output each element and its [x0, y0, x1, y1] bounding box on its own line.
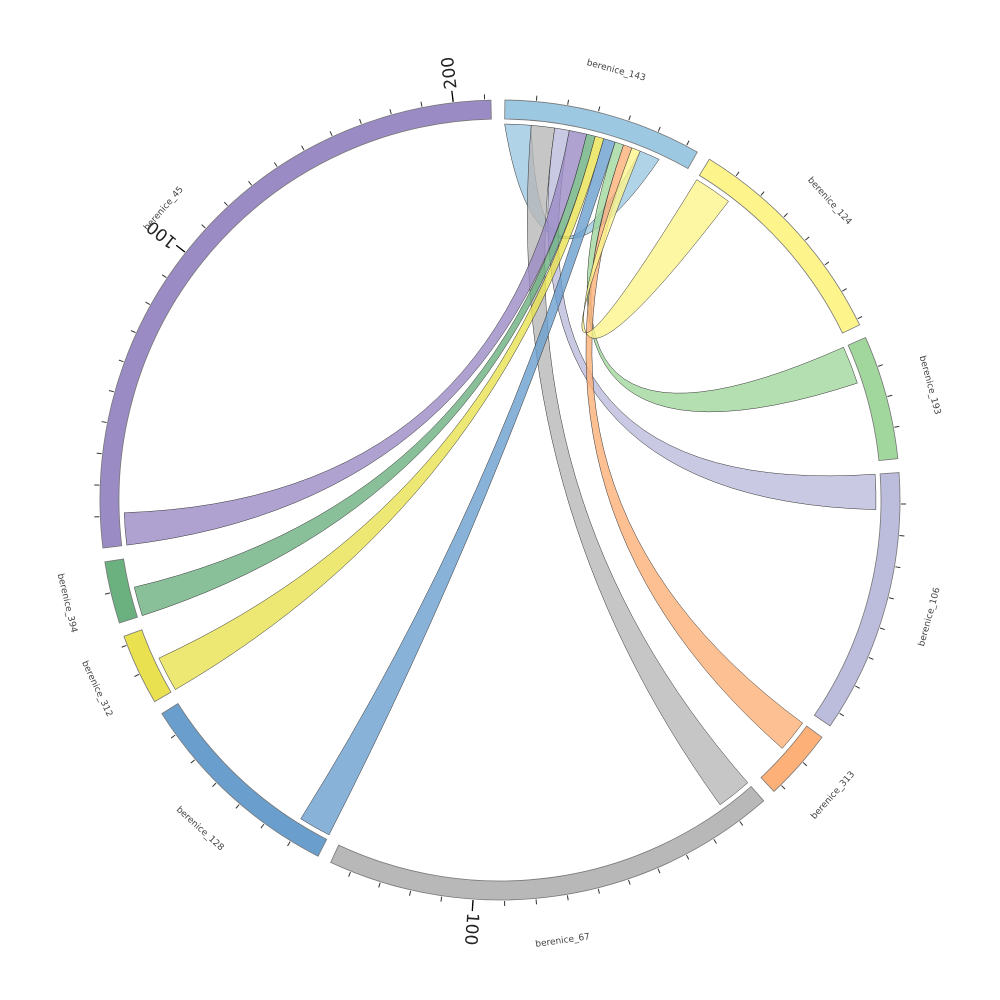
major-tick	[451, 90, 454, 102]
chord	[586, 141, 858, 413]
tick-mark	[348, 871, 351, 877]
tick-mark	[273, 162, 278, 167]
group-segment	[99, 99, 492, 549]
group-segment	[161, 702, 328, 857]
tick-mark	[248, 180, 252, 186]
tick-mark	[212, 782, 217, 788]
tick-mark	[108, 389, 115, 393]
tick-mark	[104, 592, 111, 595]
tick-mark	[857, 316, 863, 320]
group-label: berenice_106	[917, 586, 943, 647]
group-label: berenice_128	[174, 805, 226, 853]
tick-mark	[628, 879, 631, 885]
tick-mark	[420, 101, 423, 107]
chord	[133, 133, 596, 616]
tick-mark	[879, 627, 885, 631]
tick-mark	[895, 566, 901, 569]
tick-mark	[686, 854, 690, 860]
group-segment	[504, 99, 698, 170]
tick-mark	[235, 804, 240, 809]
tick-mark	[824, 261, 830, 266]
tick-mark	[781, 785, 786, 790]
chord	[300, 138, 616, 836]
group-label: berenice_394	[55, 573, 79, 635]
group-label: berenice_193	[917, 355, 942, 416]
tick-mark	[802, 762, 808, 767]
tick-mark	[96, 452, 102, 455]
tick-mark	[894, 425, 900, 428]
tick-mark	[145, 301, 151, 305]
group-segment	[104, 558, 138, 624]
tick-mark	[739, 821, 744, 826]
group-segment	[813, 472, 901, 727]
tick-mark	[713, 838, 717, 844]
tick-label: 100	[460, 912, 482, 946]
tick-mark	[877, 364, 883, 367]
tick-mark	[597, 888, 600, 894]
tick-mark	[389, 109, 392, 115]
tick-mark	[805, 236, 810, 241]
tick-mark	[657, 868, 661, 874]
tick-mark	[223, 201, 228, 207]
tick-mark	[301, 145, 305, 151]
chords	[123, 123, 877, 836]
group-segment	[123, 629, 172, 703]
tick-mark	[170, 734, 176, 739]
tick-mark	[440, 896, 443, 902]
tick-mark	[598, 106, 601, 112]
tick-mark	[888, 597, 894, 600]
chord	[585, 144, 804, 749]
tick-mark	[887, 394, 893, 397]
tick-mark	[121, 644, 127, 648]
tick-mark	[260, 823, 265, 829]
chord	[158, 135, 605, 690]
tick-mark	[628, 115, 631, 121]
tick-mark	[101, 421, 107, 424]
tick-mark	[839, 712, 845, 717]
chord	[581, 147, 729, 339]
tick-mark	[409, 890, 412, 896]
tick-mark	[130, 330, 136, 334]
tick-mark	[686, 140, 690, 146]
tick-mark	[287, 841, 291, 847]
tick-mark	[783, 212, 788, 218]
tick-mark	[566, 895, 569, 901]
group-label: berenice_143	[585, 58, 646, 83]
group-segment	[760, 725, 823, 792]
tick-mark	[161, 274, 167, 279]
tick-mark	[760, 191, 765, 196]
tick-mark	[735, 171, 740, 177]
tick-mark	[378, 882, 381, 888]
tick-mark	[134, 673, 140, 678]
tick-mark	[201, 224, 206, 229]
tick-mark	[868, 656, 874, 660]
tick-label: 200	[438, 56, 462, 91]
tick-mark	[657, 126, 661, 132]
tick-mark	[329, 131, 333, 137]
tick-mark	[359, 118, 362, 124]
group-label: berenice_312	[79, 659, 114, 718]
major-tick	[175, 244, 186, 253]
major-tick	[471, 900, 474, 912]
chord	[123, 130, 587, 546]
group-label: berenice_124	[805, 176, 853, 228]
group-segment	[698, 158, 861, 334]
tick-mark	[842, 288, 847, 292]
group-label: berenice_67	[535, 932, 591, 950]
tick-mark	[855, 685, 860, 689]
tick-mark	[567, 99, 570, 105]
tick-mark	[190, 759, 195, 764]
group-segment	[330, 785, 765, 901]
tick-mark	[118, 359, 124, 363]
group-segment	[847, 336, 899, 462]
group-label: berenice_313	[809, 770, 857, 822]
